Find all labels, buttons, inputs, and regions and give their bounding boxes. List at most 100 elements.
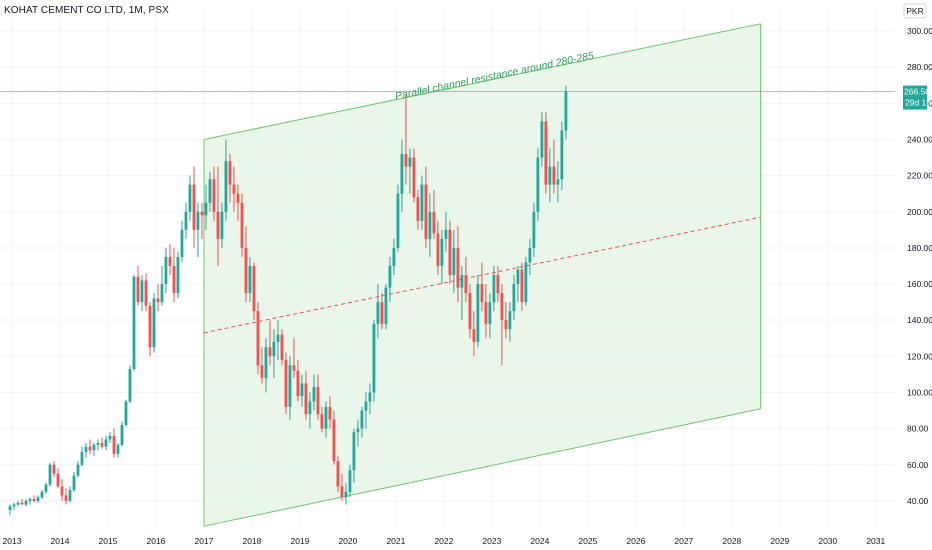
candle (564, 85, 568, 140)
candle (512, 275, 516, 321)
x-tick-label: 2015 (99, 536, 118, 546)
candle-body (8, 506, 12, 510)
candle-body (216, 211, 220, 239)
candle (560, 121, 564, 191)
candle-body (268, 347, 272, 357)
candle (408, 148, 412, 194)
candle-body (296, 370, 300, 397)
x-tick-label: 2022 (434, 536, 453, 546)
candle-body (120, 424, 124, 445)
candle-body (428, 211, 432, 239)
candle-body (540, 121, 544, 158)
candle-body (344, 491, 348, 498)
y-tick-label: 120.00 (907, 351, 932, 361)
candle-body (212, 179, 216, 212)
candle (420, 175, 424, 230)
candle (56, 468, 60, 489)
candle (384, 284, 388, 330)
candle (272, 329, 276, 379)
candle-body (348, 470, 352, 492)
candle (100, 437, 104, 449)
candle-body (476, 284, 480, 342)
candle (248, 256, 252, 303)
candle (120, 421, 124, 447)
candle (244, 226, 248, 303)
candle-body (440, 238, 444, 266)
candle (236, 184, 240, 221)
candle-body (536, 157, 540, 212)
candle-body (492, 275, 496, 303)
candle (64, 488, 68, 505)
candle (440, 229, 444, 285)
candle-body (264, 347, 268, 379)
candle (540, 112, 544, 167)
candle (216, 166, 220, 266)
y-tick-label: 240.00 (907, 134, 932, 144)
candle-body (104, 439, 108, 447)
candle-body (236, 193, 240, 203)
candle-body (40, 491, 44, 498)
candle-body (396, 193, 400, 248)
candle (304, 370, 308, 420)
channel-upper-line[interactable] (203, 23, 761, 140)
x-tick-label: 2025 (578, 536, 597, 546)
candle-body (260, 365, 264, 379)
candle (196, 202, 200, 257)
candle-body (192, 184, 196, 230)
candle-body (548, 166, 552, 185)
candle (552, 139, 556, 194)
candle-body (176, 256, 180, 294)
candle-body (240, 202, 244, 248)
candle (164, 247, 168, 294)
candle-body (196, 211, 200, 230)
candle (8, 504, 12, 516)
candle-body (500, 293, 504, 321)
candle-body (168, 256, 172, 266)
last-price-badge (903, 85, 927, 110)
candle (152, 293, 156, 353)
candle (496, 265, 500, 303)
x-tick-label: 2031 (866, 536, 885, 546)
candle (68, 486, 72, 503)
candle (276, 320, 280, 360)
candle (524, 256, 528, 306)
candle (284, 352, 288, 415)
candle (48, 462, 52, 487)
candle (536, 148, 540, 221)
candle (528, 238, 532, 275)
candle-body (408, 157, 412, 167)
y-tick-label: 40.00 (907, 496, 929, 506)
candle-body (116, 444, 120, 454)
y-tick-label: 200.00 (907, 207, 932, 217)
candle (256, 302, 260, 375)
x-tick-label: 2019 (290, 536, 309, 546)
y-tick-label: 140.00 (907, 315, 932, 325)
currency-button[interactable] (903, 3, 927, 19)
candle-body (188, 184, 192, 212)
candle (40, 490, 44, 500)
candle (180, 220, 184, 263)
candle (484, 284, 488, 339)
candle (168, 244, 172, 275)
candle-body (64, 495, 68, 501)
candle-body (380, 302, 384, 324)
candle (72, 471, 76, 492)
candle (324, 401, 328, 438)
x-tick-label: 2026 (626, 536, 645, 546)
candle-body (560, 130, 564, 180)
candle-body (448, 229, 452, 275)
candle-body (516, 269, 520, 285)
x-tick-label: 2027 (674, 536, 693, 546)
candle-body (232, 184, 236, 194)
candle-body (96, 443, 100, 445)
candle (468, 284, 472, 339)
candle-body (72, 475, 76, 491)
candle (44, 482, 48, 494)
candle-body (460, 275, 464, 288)
candle-body (88, 446, 92, 451)
channel-lower-line[interactable] (203, 408, 761, 527)
candle (360, 406, 364, 438)
currency-label: PKR (906, 6, 923, 16)
candle (124, 399, 128, 427)
